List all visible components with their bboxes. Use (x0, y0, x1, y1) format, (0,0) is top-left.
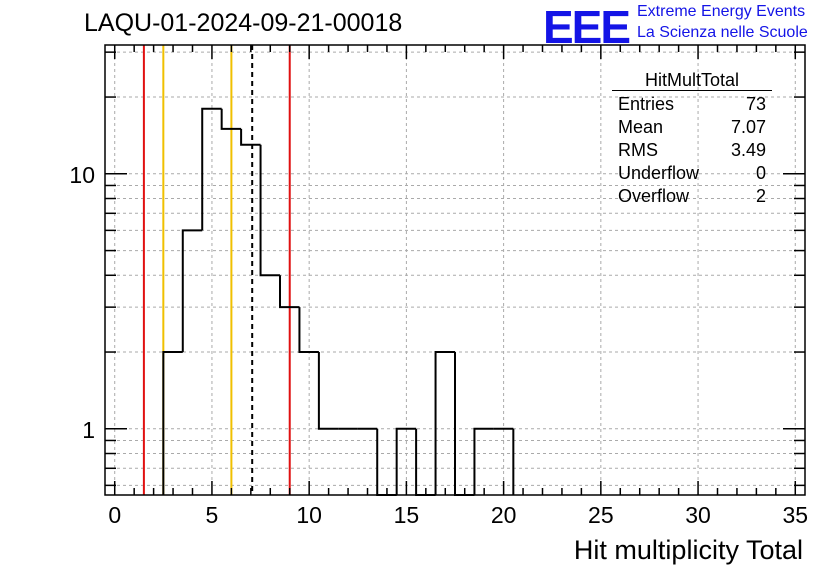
histogram-bin (434, 351, 455, 495)
x-tick-label: 30 (685, 502, 711, 528)
stats-row-entries: Entries 73 (612, 93, 772, 116)
histogram-outline (162, 107, 515, 496)
histogram-bin (317, 352, 339, 430)
histogram-bin (454, 352, 475, 496)
stats-value: 3.49 (730, 140, 766, 160)
histogram-bin (162, 351, 183, 495)
plot-frame (104, 44, 806, 496)
y-tick-label: 10 (69, 162, 95, 188)
histogram-bin (279, 275, 300, 309)
stats-row-underflow: Underflow 0 (612, 162, 772, 185)
stats-row-mean: Mean 7.07 (612, 116, 772, 139)
plot-title: LAQU-01-2024-09-21-00018 (84, 9, 403, 37)
x-tick-label: 0 (108, 502, 121, 528)
marker-lines (142, 45, 291, 495)
stats-row-rms: RMS 3.49 (612, 139, 772, 162)
stats-box: HitMultTotal Entries 73 Mean 7.07 RMS 3.… (612, 70, 772, 208)
x-tick-label: 35 (782, 502, 808, 528)
stats-value: 73 (745, 94, 766, 114)
x-tick-label: 25 (588, 502, 614, 528)
y-tick-label: 1 (82, 417, 95, 443)
stats-value: 2 (755, 186, 766, 206)
x-axis-label: Hit multiplicity Total (573, 535, 803, 565)
stats-title: HitMultTotal (612, 70, 772, 91)
stats-value: 0 (755, 163, 766, 183)
eee-logo: EEE (543, 1, 631, 53)
stats-value: 7.07 (730, 117, 766, 137)
histogram-bin (240, 128, 261, 146)
stats-label: Entries (618, 94, 675, 114)
histogram-bin (220, 108, 242, 130)
x-tick-label: 5 (206, 502, 219, 528)
stats-label: Mean (618, 117, 664, 137)
histogram-bin (395, 427, 417, 495)
histogram-bin (259, 144, 280, 277)
x-tick-label: 20 (491, 502, 517, 528)
histogram-bin (181, 229, 203, 353)
histogram-bin (298, 307, 319, 354)
stats-label: RMS (618, 140, 658, 160)
stats-row-overflow: Overflow 2 (612, 185, 772, 208)
histogram-bin (473, 427, 494, 495)
x-tick-label: 15 (394, 502, 420, 528)
logo-line-1: Extreme Energy Events (637, 3, 806, 20)
axes-frame (104, 44, 806, 496)
x-tick-label: 10 (296, 502, 322, 528)
stats-label: Underflow (618, 163, 700, 183)
logo-line-2: La Scienza nelle Scuole (637, 24, 808, 41)
histogram-bin (201, 107, 222, 231)
stats-label: Overflow (618, 186, 690, 206)
